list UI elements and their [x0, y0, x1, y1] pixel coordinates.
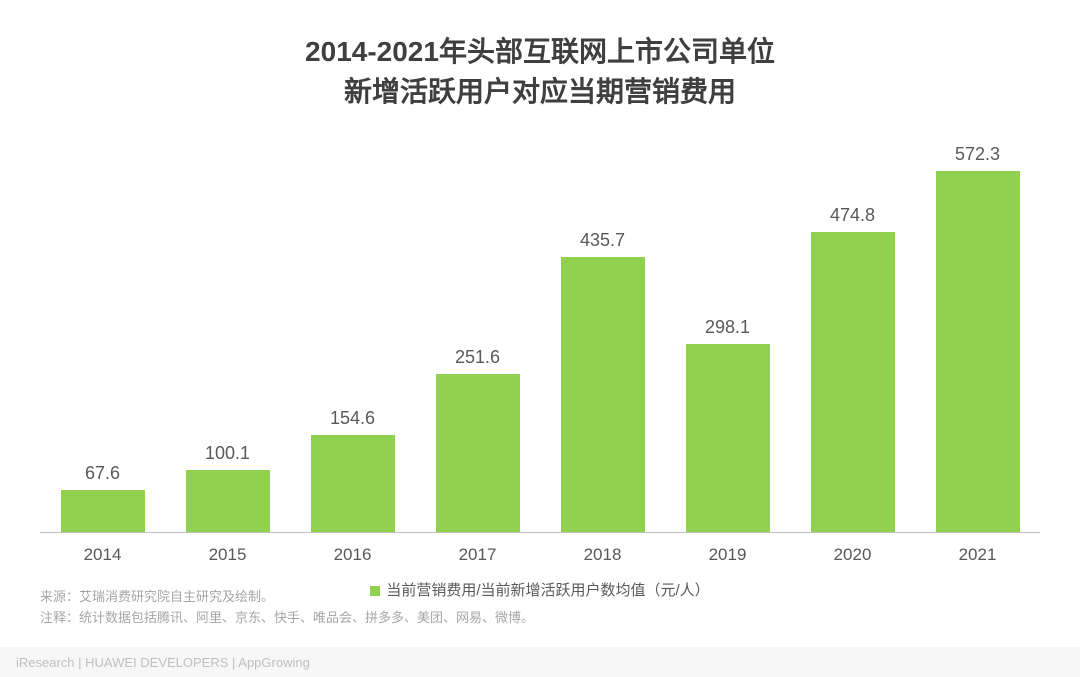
bar — [311, 435, 395, 533]
bar — [61, 490, 145, 533]
x-label: 2021 — [915, 545, 1040, 565]
x-label: 2019 — [665, 545, 790, 565]
bar-group: 154.6 — [290, 408, 415, 533]
x-label: 2020 — [790, 545, 915, 565]
chart-title: 2014-2021年头部互联网上市公司单位 新增活跃用户对应当期营销费用 — [40, 30, 1040, 110]
bar-group: 251.6 — [415, 347, 540, 533]
x-label: 2015 — [165, 545, 290, 565]
bar — [186, 470, 270, 533]
bar — [936, 171, 1020, 533]
bar-value-label: 298.1 — [705, 317, 750, 338]
bar — [561, 257, 645, 533]
x-axis-labels: 2014 2015 2016 2017 2018 2019 2020 2021 — [40, 545, 1040, 565]
bar-value-label: 100.1 — [205, 443, 250, 464]
bar-group: 435.7 — [540, 230, 665, 533]
footnote-note: 注释：统计数据包括腾讯、阿里、京东、快手、唯品会、拼多多、美团、网易、微博。 — [40, 608, 534, 629]
bar-group: 572.3 — [915, 144, 1040, 533]
footnote-source: 来源：艾瑞消费研究院自主研究及绘制。 — [40, 587, 534, 608]
x-label: 2017 — [415, 545, 540, 565]
x-axis-line — [40, 532, 1040, 533]
title-line-2: 新增活跃用户对应当期营销费用 — [40, 70, 1040, 110]
bar-group: 474.8 — [790, 205, 915, 533]
bar-value-label: 435.7 — [580, 230, 625, 251]
bar-value-label: 154.6 — [330, 408, 375, 429]
bar-value-label: 251.6 — [455, 347, 500, 368]
bar-chart: 67.6 100.1 154.6 251.6 435.7 298.1 — [40, 135, 1040, 565]
x-label: 2016 — [290, 545, 415, 565]
x-label: 2014 — [40, 545, 165, 565]
bar-group: 67.6 — [40, 463, 165, 533]
bar — [811, 232, 895, 533]
bar — [686, 344, 770, 533]
bar-value-label: 572.3 — [955, 144, 1000, 165]
bar-value-label: 474.8 — [830, 205, 875, 226]
credit-text: iResearch | HUAWEI DEVELOPERS | AppGrowi… — [16, 655, 310, 670]
title-line-1: 2014-2021年头部互联网上市公司单位 — [40, 30, 1040, 70]
bar-value-label: 67.6 — [85, 463, 120, 484]
x-label: 2018 — [540, 545, 665, 565]
bar-group: 100.1 — [165, 443, 290, 533]
credit-bar: iResearch | HUAWEI DEVELOPERS | AppGrowi… — [0, 647, 1080, 677]
bar-group: 298.1 — [665, 317, 790, 533]
bars-container: 67.6 100.1 154.6 251.6 435.7 298.1 — [40, 153, 1040, 533]
footnotes: 来源：艾瑞消费研究院自主研究及绘制。 注释：统计数据包括腾讯、阿里、京东、快手、… — [40, 587, 534, 629]
bar — [436, 374, 520, 533]
